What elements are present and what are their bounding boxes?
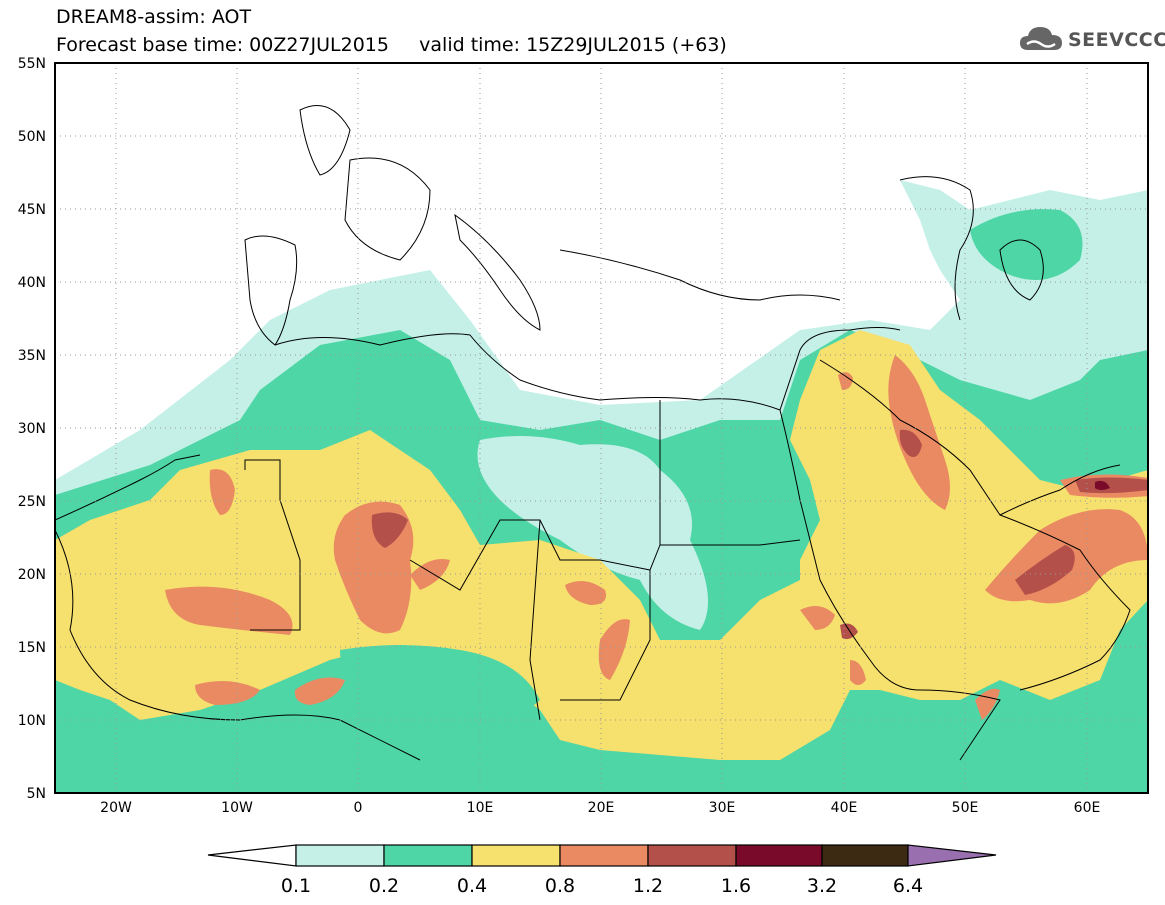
colorbar: 0.1 0.2 0.4 0.8 1.2 1.6 3.2 6.4	[207, 844, 997, 897]
colorbar-under	[207, 844, 297, 867]
lon-label: 10W	[221, 800, 253, 816]
colorbar-label: 3.2	[807, 875, 837, 897]
aot-region-1.2-e	[840, 623, 858, 640]
lon-labels: 20W 10W 0 10E 20E 30E 40E 50E 60E	[100, 800, 1100, 816]
lon-label: 10E	[467, 800, 494, 816]
lon-label: 50E	[952, 800, 979, 816]
colorbar-swatch	[647, 844, 737, 867]
colorbar-swatch	[383, 844, 473, 867]
aot-region-0.8-c	[209, 469, 235, 515]
lat-label: 40N	[18, 275, 46, 291]
colorbar-label: 0.1	[281, 875, 311, 897]
colorbar-swatch	[471, 844, 561, 867]
aot-region-0.8-i	[800, 606, 835, 630]
colorbar-label: 0.4	[457, 875, 487, 897]
aot-region-0.8-somalia	[975, 688, 1000, 720]
lat-label: 25N	[18, 494, 46, 510]
seevccc-logo: SEEVCCC	[1018, 22, 1165, 58]
forecast-times: Forecast base time: 00Z27JUL2015 valid t…	[56, 34, 727, 56]
lat-label: 35N	[18, 348, 46, 364]
plot-frame	[54, 62, 1149, 794]
lat-label: 55N	[18, 56, 46, 72]
lat-label: 5N	[27, 786, 46, 802]
aot-region-0.8-iraq	[888, 355, 950, 510]
lat-label: 15N	[18, 640, 46, 656]
lat-label: 20N	[18, 567, 46, 583]
colorbar-label: 1.2	[633, 875, 663, 897]
aot-region-0.8-g	[565, 581, 606, 605]
aot-region-1.2-b	[899, 429, 922, 458]
cloud-icon	[1020, 27, 1062, 50]
aot-region-1.2-d	[1075, 477, 1148, 494]
aot-region-0.4	[55, 330, 1148, 760]
colorbar-swatch	[559, 844, 649, 867]
aot-region-1.6-a	[1095, 480, 1110, 490]
lon-label: 30E	[709, 800, 736, 816]
colorbar-swatch	[821, 844, 909, 867]
lon-label: 40E	[831, 800, 858, 816]
map-title: DREAM8-assim: AOT	[56, 6, 252, 28]
lat-label: 10N	[18, 713, 46, 729]
lon-label: 0	[354, 800, 363, 816]
colorbar-label: 6.4	[893, 875, 923, 897]
aot-region-0.2-caspian	[970, 209, 1083, 280]
lon-label: 60E	[1074, 800, 1101, 816]
lat-label: 50N	[18, 129, 46, 145]
colorbar-label: 0.2	[369, 875, 399, 897]
aot-region-0.8-h	[598, 619, 630, 680]
logo-text: SEEVCCC	[1068, 29, 1165, 51]
graticule	[55, 63, 1148, 793]
aot-region-0.8-e	[294, 677, 345, 705]
lon-label: 20W	[100, 800, 132, 816]
aot-region-central-low	[340, 645, 540, 716]
aot-region-0.8-b	[165, 586, 293, 635]
colorbar-label: 1.6	[721, 875, 751, 897]
lat-label: 30N	[18, 421, 46, 437]
aot-region-1.2-a	[371, 512, 408, 548]
aot-region-0.8-syria	[838, 372, 853, 390]
aot-region-1.2-c	[1015, 545, 1075, 595]
colorbar-swatch	[295, 844, 385, 867]
lat-labels: 55N 50N 45N 40N 35N 30N 25N 20N 15N 10N …	[18, 56, 46, 802]
lat-label: 45N	[18, 202, 46, 218]
colorbar-swatch	[735, 844, 823, 867]
coastlines	[55, 105, 1131, 761]
colorbar-label: 0.8	[545, 875, 575, 897]
aot-region-0.8-d	[195, 681, 260, 705]
colorbar-over	[907, 844, 997, 867]
lon-label: 20E	[588, 800, 615, 816]
aot-region-0.8-ethiopia	[850, 660, 866, 685]
